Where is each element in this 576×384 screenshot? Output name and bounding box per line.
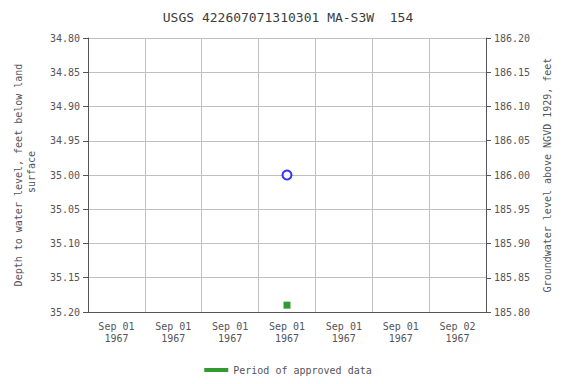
- svg-text:1967: 1967: [104, 333, 128, 344]
- svg-text:1967: 1967: [161, 333, 185, 344]
- svg-text:185.90: 185.90: [494, 238, 530, 249]
- svg-text:35.00: 35.00: [50, 170, 80, 181]
- svg-text:35.05: 35.05: [50, 204, 80, 215]
- svg-text:Sep 02: Sep 02: [440, 321, 476, 332]
- svg-text:Sep 01: Sep 01: [212, 321, 248, 332]
- svg-text:1967: 1967: [275, 333, 299, 344]
- svg-text:35.15: 35.15: [50, 272, 80, 283]
- svg-text:Period of approved data: Period of approved data: [233, 365, 371, 376]
- svg-text:35.20: 35.20: [50, 307, 80, 318]
- svg-text:1967: 1967: [218, 333, 242, 344]
- svg-text:Groundwater level above NGVD 1: Groundwater level above NGVD 1929, feet: [542, 58, 553, 293]
- svg-text:186.20: 186.20: [494, 33, 530, 44]
- svg-text:Depth to water level, feet bel: Depth to water level, feet below land: [13, 64, 24, 287]
- svg-text:186.00: 186.00: [494, 170, 530, 181]
- svg-text:Sep 01: Sep 01: [155, 321, 191, 332]
- svg-text:186.15: 186.15: [494, 67, 530, 78]
- svg-text:34.85: 34.85: [50, 67, 80, 78]
- svg-text:34.90: 34.90: [50, 101, 80, 112]
- svg-text:34.95: 34.95: [50, 135, 80, 146]
- svg-text:186.05: 186.05: [494, 135, 530, 146]
- svg-text:Sep 01: Sep 01: [326, 321, 362, 332]
- svg-text:1967: 1967: [389, 333, 413, 344]
- svg-text:Sep 01: Sep 01: [383, 321, 419, 332]
- svg-text:185.85: 185.85: [494, 272, 530, 283]
- svg-text:Sep 01: Sep 01: [269, 321, 305, 332]
- svg-text:186.10: 186.10: [494, 101, 530, 112]
- svg-text:USGS 422607071310301 MA-S3W 1: USGS 422607071310301 MA-S3W 154: [163, 10, 414, 25]
- svg-text:Sep 01: Sep 01: [98, 321, 134, 332]
- svg-text:1967: 1967: [332, 333, 356, 344]
- svg-text:1967: 1967: [446, 333, 470, 344]
- svg-text:surface: surface: [26, 151, 37, 199]
- svg-text:185.80: 185.80: [494, 307, 530, 318]
- svg-text:34.80: 34.80: [50, 33, 80, 44]
- svg-text:35.10: 35.10: [50, 238, 80, 249]
- svg-text:185.95: 185.95: [494, 204, 530, 215]
